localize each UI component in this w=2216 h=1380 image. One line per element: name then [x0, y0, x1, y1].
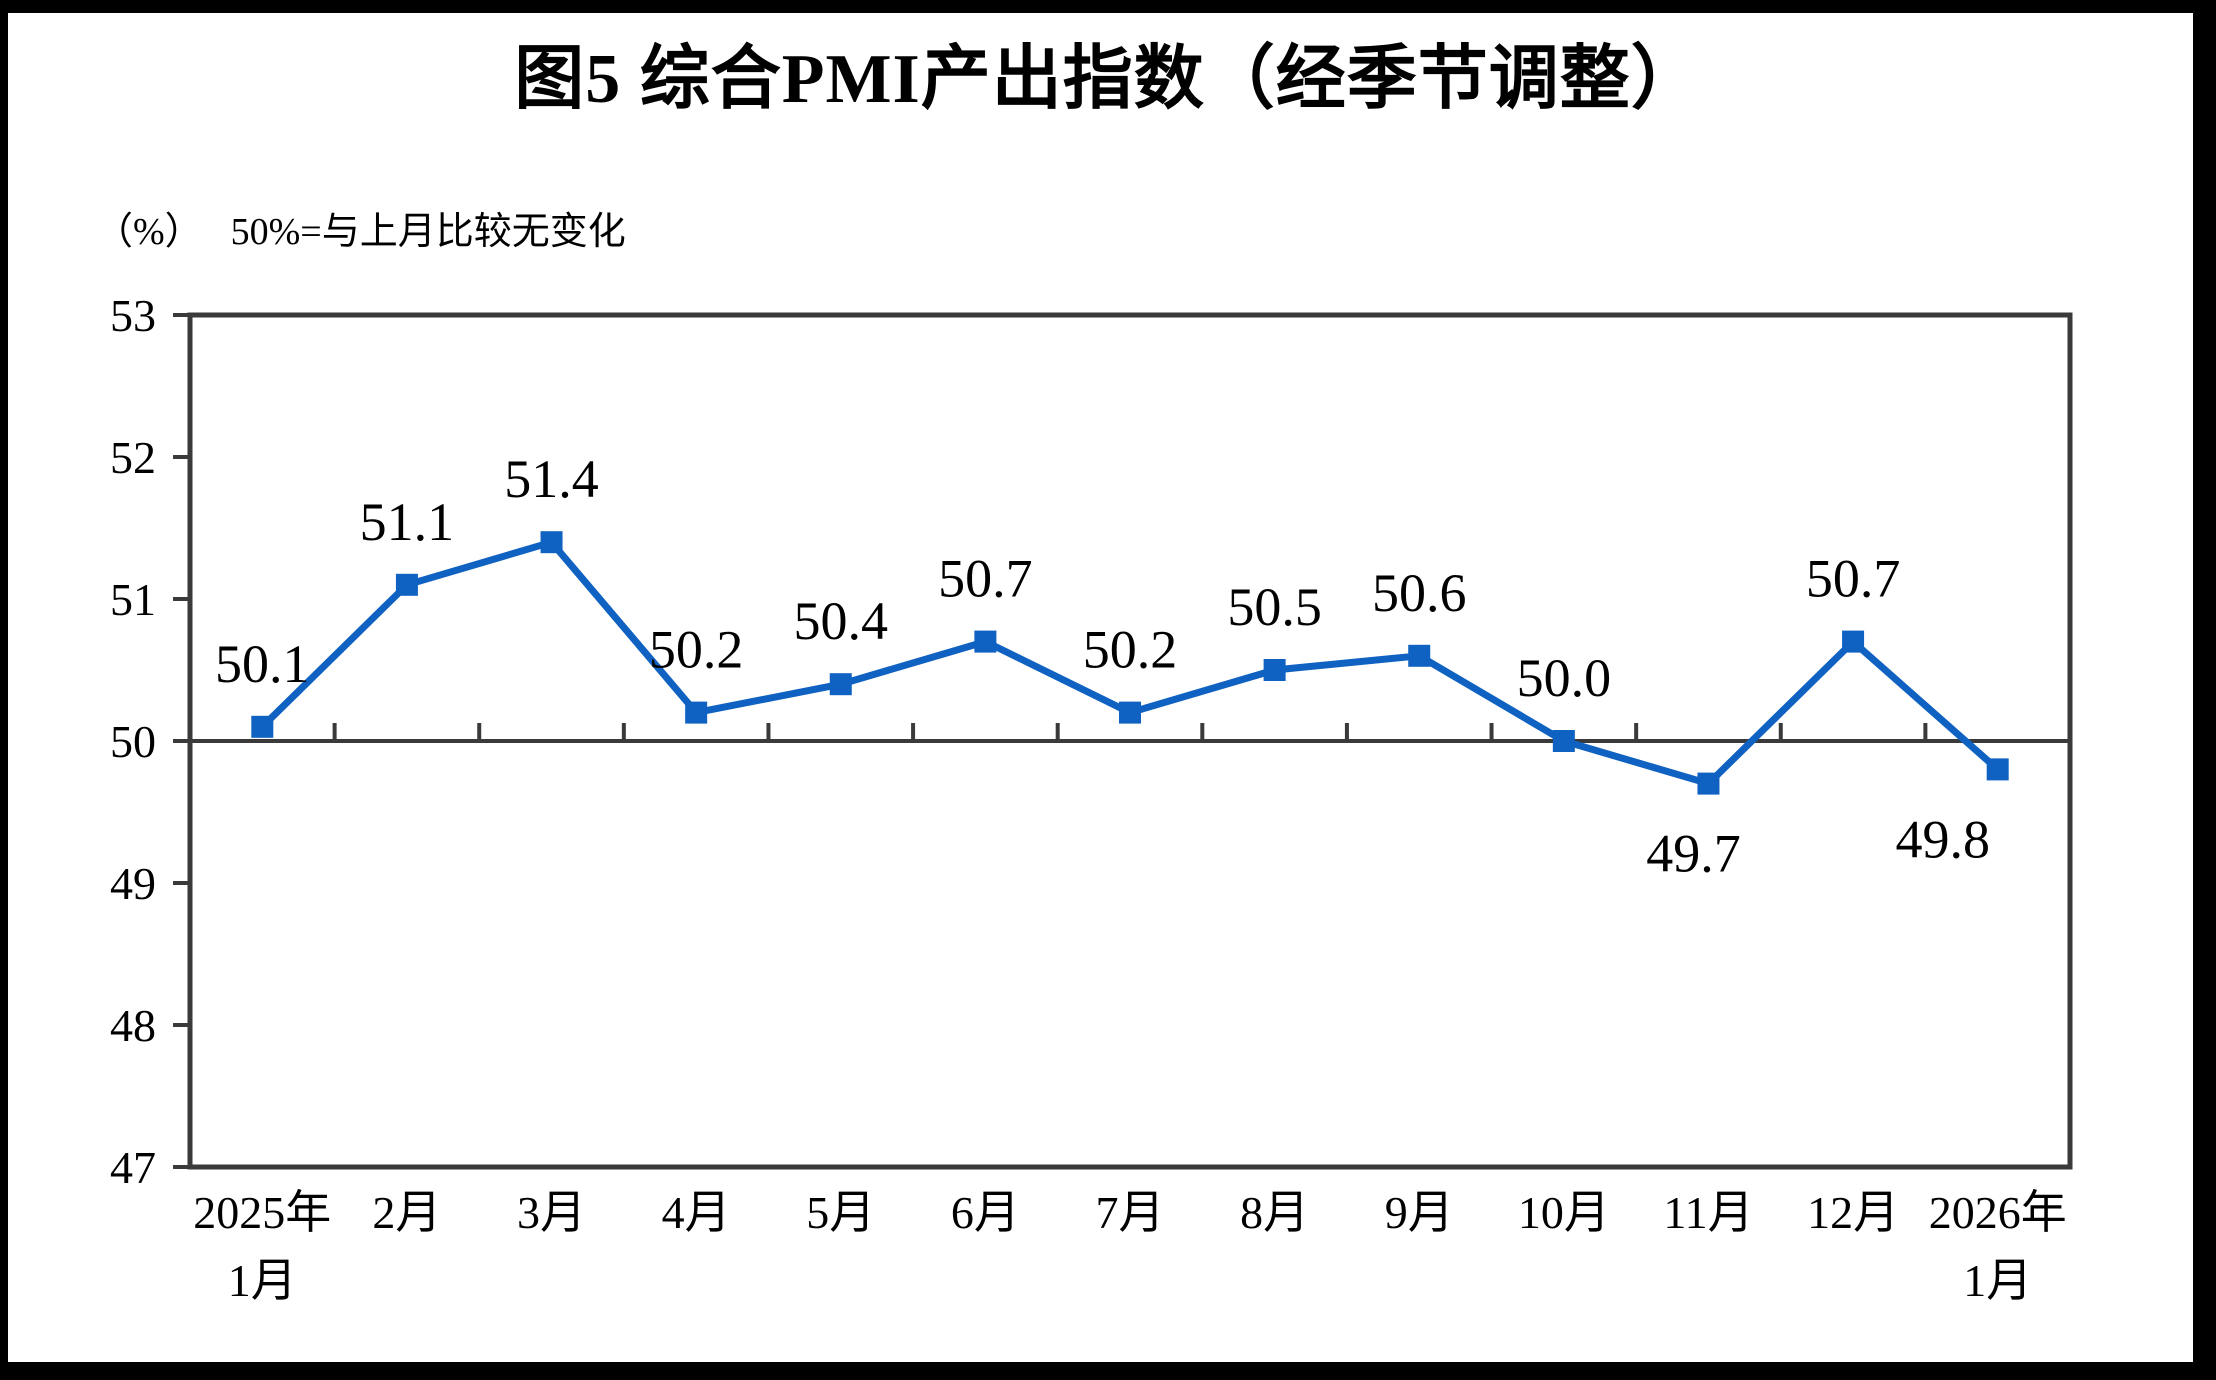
data-point-marker — [829, 673, 852, 696]
reference-line-note: 50%=与上月比较无变化 — [230, 211, 626, 253]
y-axis-tick-label: 47 — [110, 1142, 156, 1193]
x-axis-label: 11月 — [1663, 1187, 1753, 1238]
x-axis-label: 12月 — [1807, 1187, 1899, 1238]
x-axis-label: 4月 — [662, 1187, 731, 1238]
x-axis-label: 2026年 — [1929, 1187, 2067, 1238]
y-axis-tick-label: 52 — [110, 432, 156, 483]
data-point-label: 50.5 — [1227, 577, 1322, 637]
y-axis-tick-label: 50 — [110, 716, 156, 767]
axis-note-row: （%） 50%=与上月比较无变化 — [95, 200, 626, 255]
y-axis-tick-label: 53 — [110, 290, 156, 341]
x-axis-label: 3月 — [517, 1187, 586, 1238]
data-point-label: 51.1 — [360, 492, 455, 552]
y-axis-tick-label: 48 — [110, 1000, 156, 1051]
x-axis-label: 5月 — [806, 1187, 875, 1238]
data-point-marker — [251, 715, 274, 738]
data-point-marker — [1552, 730, 1575, 752]
x-axis-label: 2025年 — [193, 1187, 331, 1238]
x-axis-label: 9月 — [1385, 1187, 1454, 1238]
data-point-marker — [540, 531, 563, 554]
data-point-label: 50.6 — [1372, 563, 1467, 623]
data-point-marker — [1408, 644, 1431, 667]
x-axis-label: 6月 — [951, 1187, 1020, 1238]
data-point-marker — [1842, 630, 1865, 653]
data-point-marker — [395, 573, 418, 596]
x-axis-label-line2: 1月 — [1963, 1255, 2032, 1306]
x-axis-label: 8月 — [1240, 1187, 1309, 1238]
data-point-label: 50.7 — [1806, 549, 1901, 609]
data-point-marker — [1119, 701, 1141, 724]
x-axis-label: 2月 — [372, 1187, 441, 1238]
data-point-marker — [974, 630, 997, 653]
data-point-label: 50.2 — [649, 620, 744, 680]
data-point-label: 49.7 — [1646, 824, 1741, 884]
data-point-marker — [1263, 659, 1286, 681]
data-point-marker — [1697, 772, 1720, 795]
data-point-label: 50.4 — [794, 591, 889, 651]
data-point-label: 50.7 — [938, 549, 1033, 609]
y-axis-tick-label: 49 — [110, 858, 156, 909]
x-axis-label: 7月 — [1096, 1187, 1165, 1238]
chart-title: 图5 综合PMI产出指数（经季节调整） — [514, 41, 1702, 118]
data-point-label: 50.0 — [1517, 648, 1612, 708]
data-point-label: 50.1 — [215, 634, 310, 694]
y-axis-unit-label: （%） — [95, 211, 203, 253]
data-point-label: 50.2 — [1083, 620, 1178, 680]
data-point-marker — [685, 701, 708, 724]
data-point-marker — [1986, 758, 2009, 781]
data-point-label: 49.8 — [1895, 809, 1990, 869]
x-axis-label: 10月 — [1518, 1187, 1610, 1238]
y-axis-tick-label: 51 — [110, 574, 156, 625]
data-point-label: 51.4 — [504, 449, 599, 509]
x-axis-label-line2: 1月 — [228, 1255, 297, 1306]
